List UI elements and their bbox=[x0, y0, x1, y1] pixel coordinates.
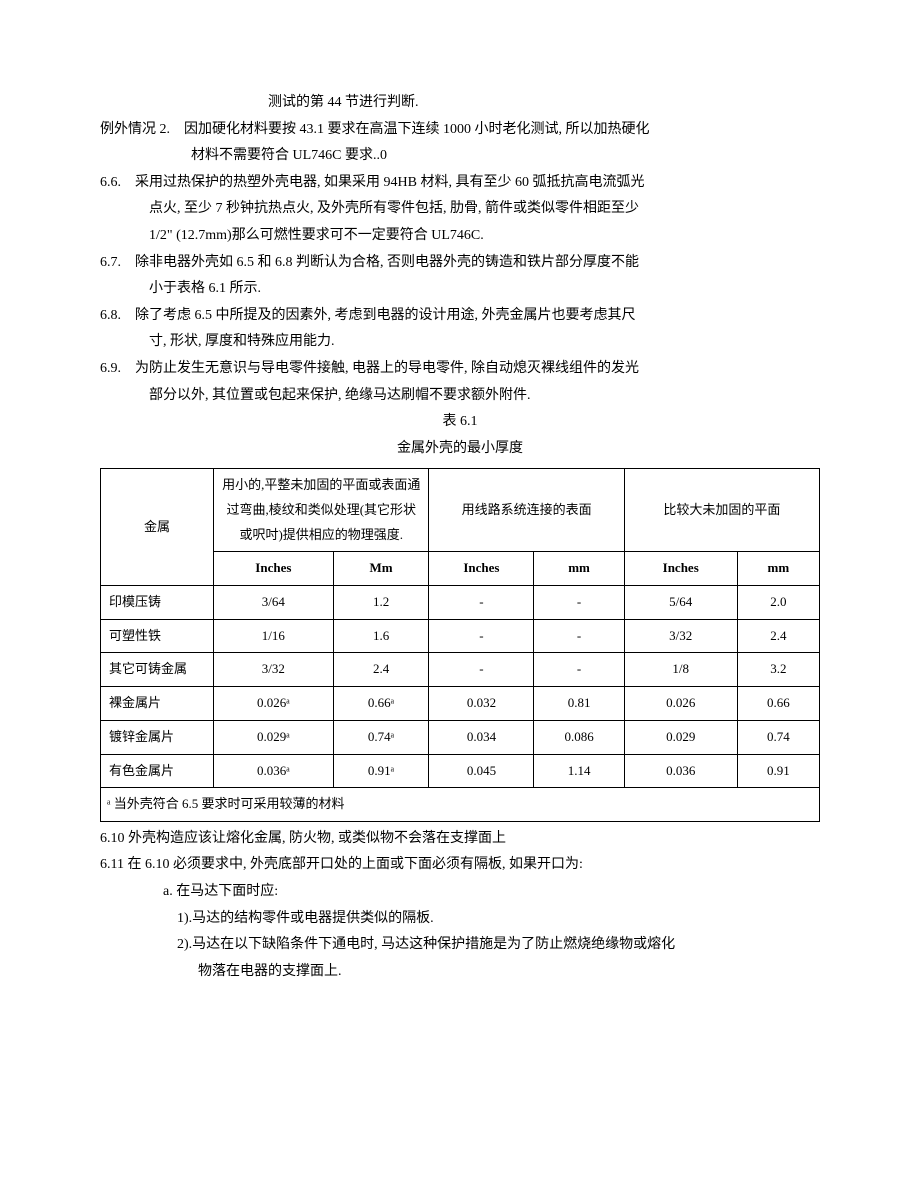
section-6-11: 6.11 在 6.10 必须要求中, 外壳底部开口处的上面或下面必须有隔板, 如… bbox=[100, 852, 820, 879]
th-unit: Mm bbox=[333, 552, 429, 586]
exception-2: 例外情况 2. 因加硬化材料要按 43.1 要求在高温下连续 1000 小时老化… bbox=[100, 117, 820, 144]
section-6-10: 6.10 外壳构造应该让熔化金属, 防火物, 或类似物不会落在支撑面上 bbox=[100, 826, 820, 853]
table-number: 表 6.1 bbox=[100, 409, 820, 436]
section-6-11-a-2-cont: 物落在电器的支撑面上. bbox=[100, 959, 820, 986]
table-row: 印模压铸3/641.2--5/642.0 bbox=[101, 586, 820, 620]
section-6-9-cont: 部分以外, 其位置或包起来保护, 绝缘马达刷帽不要求额外附件. bbox=[100, 383, 820, 410]
table-cell: 印模压铸 bbox=[101, 586, 214, 620]
table-cell: 1.2 bbox=[333, 586, 429, 620]
table-cell: 3/32 bbox=[624, 619, 737, 653]
table-cell: 1.6 bbox=[333, 619, 429, 653]
th-unit: Inches bbox=[214, 552, 334, 586]
th-unit: Inches bbox=[624, 552, 737, 586]
table-cell: 0.026ᵃ bbox=[214, 687, 334, 721]
section-6-11-a-1: 1).马达的结构零件或电器提供类似的隔板. bbox=[100, 906, 820, 933]
section-num: 6.7. bbox=[100, 250, 135, 277]
table-cell: 0.66ᵃ bbox=[333, 687, 429, 721]
table-cell: - bbox=[534, 586, 624, 620]
section-text: 除非电器外壳如 6.5 和 6.8 判断认为合格, 否则电器外壳的铸造和铁片部分… bbox=[135, 250, 639, 277]
table-cell: 2.4 bbox=[333, 653, 429, 687]
table-cell: 可塑性铁 bbox=[101, 619, 214, 653]
th-unit: mm bbox=[737, 552, 819, 586]
table-cell: 0.81 bbox=[534, 687, 624, 721]
section-6-6-cont: 1/2" (12.7mm)那么可燃性要求可不一定要符合 UL746C. bbox=[100, 223, 820, 250]
table-cell: 2.0 bbox=[737, 586, 819, 620]
section-num: 6.6. bbox=[100, 170, 135, 197]
table-cell: 0.036 bbox=[624, 754, 737, 788]
section-text: 除了考虑 6.5 中所提及的因素外, 考虑到电器的设计用途, 外壳金属片也要考虑… bbox=[135, 303, 636, 330]
section-6-11-a: a. 在马达下面时应: bbox=[100, 879, 820, 906]
table-cell: 0.036ᵃ bbox=[214, 754, 334, 788]
continuation-line: 测试的第 44 节进行判断. bbox=[100, 90, 820, 117]
th-col-c: 比较大未加固的平面 bbox=[624, 469, 819, 552]
table-cell: 有色金属片 bbox=[101, 754, 214, 788]
section-6-9: 6.9. 为防止发生无意识与导电零件接触, 电器上的导电零件, 除自动熄灭裸线组… bbox=[100, 356, 820, 383]
table-row: 其它可铸金属3/322.4--1/83.2 bbox=[101, 653, 820, 687]
table-cell: 其它可铸金属 bbox=[101, 653, 214, 687]
section-6-8: 6.8. 除了考虑 6.5 中所提及的因素外, 考虑到电器的设计用途, 外壳金属… bbox=[100, 303, 820, 330]
th-col-b: 用线路系统连接的表面 bbox=[429, 469, 624, 552]
section-6-6-cont: 点火, 至少 7 秒钟抗热点火, 及外壳所有零件包括, 肋骨, 箭件或类似零件相… bbox=[100, 196, 820, 223]
table-footnote: ᵃ 当外壳符合 6.5 要求时可采用较薄的材料 bbox=[101, 788, 820, 822]
table-cell: 0.032 bbox=[429, 687, 534, 721]
section-6-6: 6.6. 采用过热保护的热塑外壳电器, 如果采用 94HB 材料, 具有至少 6… bbox=[100, 170, 820, 197]
table-cell: 0.74ᵃ bbox=[333, 720, 429, 754]
section-6-8-cont: 寸, 形状, 厚度和特殊应用能力. bbox=[100, 329, 820, 356]
table-cell: 0.045 bbox=[429, 754, 534, 788]
table-cell: - bbox=[534, 653, 624, 687]
table-cell: 0.026 bbox=[624, 687, 737, 721]
table-title: 金属外壳的最小厚度 bbox=[100, 436, 820, 463]
table-cell: 2.4 bbox=[737, 619, 819, 653]
table-cell: - bbox=[534, 619, 624, 653]
exception-text: 因加硬化材料要按 43.1 要求在高温下连续 1000 小时老化测试, 所以加热… bbox=[184, 117, 650, 144]
table-cell: 1.14 bbox=[534, 754, 624, 788]
table-cell: - bbox=[429, 586, 534, 620]
section-6-7: 6.7. 除非电器外壳如 6.5 和 6.8 判断认为合格, 否则电器外壳的铸造… bbox=[100, 250, 820, 277]
section-num: 6.8. bbox=[100, 303, 135, 330]
table-cell: 0.91ᵃ bbox=[333, 754, 429, 788]
table-cell: - bbox=[429, 619, 534, 653]
section-text: 采用过热保护的热塑外壳电器, 如果采用 94HB 材料, 具有至少 60 弧抵抗… bbox=[135, 170, 644, 197]
thickness-table: 金属 用小的,平整未加固的平面或表面通过弯曲,棱纹和类似处理(其它形状或呎吋)提… bbox=[100, 468, 820, 822]
table-cell: 5/64 bbox=[624, 586, 737, 620]
table-cell: 0.034 bbox=[429, 720, 534, 754]
table-cell: 3/32 bbox=[214, 653, 334, 687]
table-cell: 1/8 bbox=[624, 653, 737, 687]
th-unit: mm bbox=[534, 552, 624, 586]
table-row: 裸金属片0.026ᵃ0.66ᵃ0.0320.810.0260.66 bbox=[101, 687, 820, 721]
table-row: 可塑性铁1/161.6--3/322.4 bbox=[101, 619, 820, 653]
section-text: 为防止发生无意识与导电零件接触, 电器上的导电零件, 除自动熄灭裸线组件的发光 bbox=[135, 356, 639, 383]
table-cell: 3/64 bbox=[214, 586, 334, 620]
table-cell: 0.66 bbox=[737, 687, 819, 721]
table-cell: 0.91 bbox=[737, 754, 819, 788]
table-row: 镀锌金属片0.029ᵃ0.74ᵃ0.0340.0860.0290.74 bbox=[101, 720, 820, 754]
table-cell: 0.74 bbox=[737, 720, 819, 754]
exception-2-cont: 材料不需要符合 UL746C 要求..0 bbox=[100, 143, 820, 170]
th-unit: Inches bbox=[429, 552, 534, 586]
table-row: 有色金属片0.036ᵃ0.91ᵃ0.0451.140.0360.91 bbox=[101, 754, 820, 788]
table-cell: 裸金属片 bbox=[101, 687, 214, 721]
table-cell: 0.086 bbox=[534, 720, 624, 754]
th-metal: 金属 bbox=[101, 469, 214, 586]
exception-label: 例外情况 2. bbox=[100, 117, 184, 144]
table-cell: 1/16 bbox=[214, 619, 334, 653]
section-6-11-a-2: 2).马达在以下缺陷条件下通电时, 马达这种保护措施是为了防止燃烧绝缘物或熔化 bbox=[100, 932, 820, 959]
th-col-a: 用小的,平整未加固的平面或表面通过弯曲,棱纹和类似处理(其它形状或呎吋)提供相应… bbox=[214, 469, 429, 552]
table-cell: 0.029 bbox=[624, 720, 737, 754]
table-cell: 镀锌金属片 bbox=[101, 720, 214, 754]
table-cell: - bbox=[429, 653, 534, 687]
section-num: 6.9. bbox=[100, 356, 135, 383]
section-6-7-cont: 小于表格 6.1 所示. bbox=[100, 276, 820, 303]
table-cell: 3.2 bbox=[737, 653, 819, 687]
table-cell: 0.029ᵃ bbox=[214, 720, 334, 754]
